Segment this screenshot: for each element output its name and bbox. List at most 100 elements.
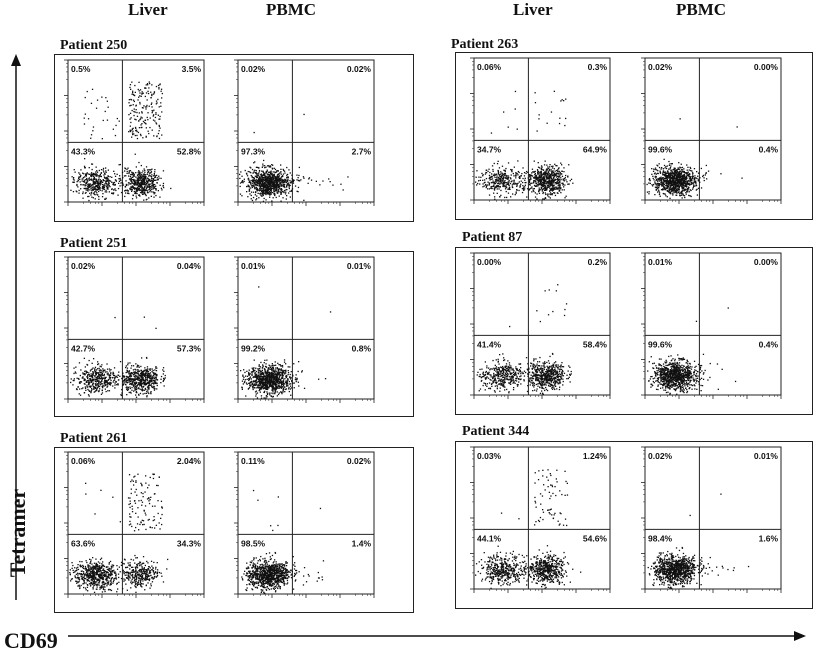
event-dot — [296, 379, 298, 381]
event-dot — [263, 379, 265, 381]
event-dot — [253, 367, 255, 369]
event-dot — [303, 113, 305, 116]
event-dot — [83, 378, 85, 380]
event-dot — [257, 181, 259, 183]
event-dot — [141, 386, 143, 388]
event-dot — [271, 164, 273, 166]
event-dot — [84, 387, 87, 389]
event-dot — [79, 565, 82, 567]
event-dot — [138, 574, 140, 576]
event-dot — [150, 379, 153, 381]
event-dot — [145, 369, 147, 372]
event-dot — [148, 392, 150, 395]
event-dot — [290, 394, 292, 396]
event-dot — [92, 572, 94, 574]
event-dot — [151, 112, 153, 114]
event-dot — [145, 383, 147, 386]
event-dot — [127, 389, 129, 391]
event-dot — [131, 109, 133, 112]
event-dot — [138, 577, 140, 579]
event-dot — [88, 185, 90, 188]
event-dot — [96, 192, 98, 194]
event-dot — [149, 180, 151, 182]
event-dot — [124, 383, 126, 385]
event-dot — [89, 184, 91, 186]
event-dot — [142, 578, 144, 580]
event-dot — [86, 586, 89, 588]
event-dot — [123, 573, 125, 575]
event-dot — [256, 382, 258, 384]
event-dot — [267, 165, 270, 167]
event-dot — [76, 580, 78, 582]
event-dot — [287, 182, 289, 185]
event-dot — [144, 191, 146, 193]
event-dot — [88, 173, 90, 175]
event-dot — [141, 193, 144, 195]
event-dot — [85, 184, 87, 187]
event-dot — [261, 373, 263, 375]
liver-dot-plot: 0.06% 2.04%63.6% 34.3% — [64, 451, 205, 598]
event-dot — [113, 184, 115, 186]
event-dot — [98, 373, 100, 376]
event-dot — [258, 380, 260, 382]
event-dot — [156, 102, 158, 104]
event-dot — [144, 185, 146, 188]
event-dot — [151, 187, 153, 189]
event-dot — [75, 372, 77, 374]
event-dot — [252, 385, 254, 388]
event-dot — [129, 362, 131, 364]
event-dot — [146, 390, 148, 393]
event-dot — [127, 386, 129, 388]
event-dot — [118, 371, 120, 373]
event-dot — [107, 188, 109, 190]
event-dot — [82, 176, 85, 179]
event-dot — [132, 365, 135, 367]
event-dot — [128, 170, 130, 172]
event-dot — [255, 395, 257, 397]
event-dot — [99, 173, 101, 176]
event-dot — [144, 577, 146, 579]
event-dot — [133, 371, 135, 373]
event-dot — [278, 368, 280, 370]
event-dot — [107, 576, 109, 578]
event-dot — [85, 578, 87, 580]
event-dot — [88, 381, 90, 383]
event-dot — [138, 185, 140, 187]
event-dot — [84, 379, 86, 382]
event-dot — [258, 182, 260, 184]
event-dot — [96, 583, 99, 586]
event-dot — [148, 566, 150, 568]
event-dot — [280, 369, 282, 371]
event-dot — [273, 383, 275, 385]
event-dot — [84, 386, 86, 388]
event-dot — [283, 191, 285, 194]
event-dot — [285, 380, 287, 382]
event-dot — [134, 502, 137, 504]
event-dot — [124, 559, 126, 561]
event-dot — [261, 175, 263, 177]
event-dot — [160, 88, 163, 90]
event-dot — [257, 385, 259, 387]
event-dot — [151, 527, 153, 529]
event-dot — [129, 86, 131, 89]
event-dot — [291, 188, 294, 190]
event-dot — [116, 568, 119, 570]
event-dot — [117, 383, 119, 385]
event-dot — [139, 392, 142, 395]
event-dot — [127, 192, 129, 194]
event-dot — [262, 190, 264, 193]
event-dot — [105, 582, 107, 584]
event-dot — [140, 381, 142, 383]
event-dot — [137, 382, 139, 384]
event-dot — [262, 366, 264, 368]
event-dot — [278, 176, 280, 179]
event-dot — [117, 384, 119, 386]
event-dot — [253, 177, 255, 179]
event-dot — [155, 103, 157, 105]
event-dot — [120, 561, 123, 564]
event-dot — [144, 374, 147, 376]
event-dot — [87, 173, 89, 175]
event-dot — [140, 583, 142, 585]
event-dot — [264, 167, 266, 169]
event-dot — [158, 571, 161, 574]
